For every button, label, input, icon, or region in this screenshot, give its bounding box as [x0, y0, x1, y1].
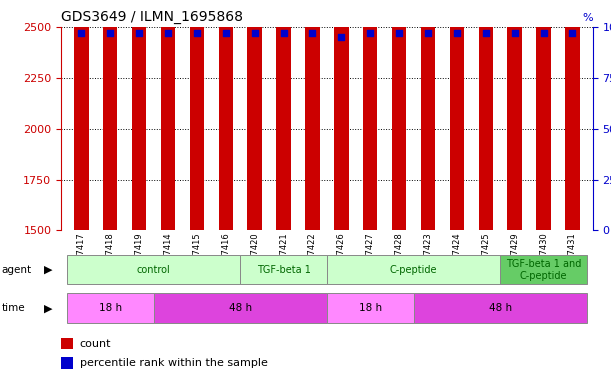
Text: GSM507431: GSM507431	[568, 233, 577, 283]
Text: GDS3649 / ILMN_1695868: GDS3649 / ILMN_1695868	[61, 10, 243, 25]
Text: GSM507422: GSM507422	[308, 233, 317, 283]
Text: agent: agent	[1, 265, 31, 275]
Point	[279, 30, 288, 36]
Point	[192, 30, 202, 36]
Text: GSM507425: GSM507425	[481, 233, 490, 283]
Bar	[67, 293, 153, 323]
Text: GSM507416: GSM507416	[221, 233, 230, 283]
Text: GSM507429: GSM507429	[510, 233, 519, 283]
Bar	[478, 0, 493, 230]
Text: GSM507424: GSM507424	[452, 233, 461, 283]
Bar	[189, 0, 204, 230]
Text: TGF-beta 1 and
C-peptide: TGF-beta 1 and C-peptide	[506, 259, 581, 281]
Bar	[421, 0, 435, 230]
Text: GSM507418: GSM507418	[106, 233, 115, 283]
Bar	[450, 0, 464, 230]
Bar	[132, 0, 146, 230]
Text: GSM507428: GSM507428	[395, 233, 404, 283]
Bar	[161, 0, 175, 230]
Point	[568, 30, 577, 36]
Bar	[536, 0, 551, 230]
Text: C-peptide: C-peptide	[390, 265, 437, 275]
Bar	[414, 293, 587, 323]
Bar	[392, 0, 406, 230]
Bar	[334, 0, 348, 230]
Text: TGF-beta 1: TGF-beta 1	[257, 265, 310, 275]
Point	[539, 30, 549, 36]
Text: 48 h: 48 h	[489, 303, 512, 313]
Text: GSM507426: GSM507426	[337, 233, 346, 283]
Point	[423, 30, 433, 36]
Bar	[247, 0, 262, 230]
Text: 18 h: 18 h	[359, 303, 382, 313]
Bar	[306, 0, 320, 230]
Text: ▶: ▶	[44, 303, 53, 313]
Bar	[219, 0, 233, 230]
Text: %: %	[582, 13, 593, 23]
Point	[134, 30, 144, 36]
Text: control: control	[137, 265, 170, 275]
Point	[481, 30, 491, 36]
Text: 18 h: 18 h	[98, 303, 122, 313]
Text: percentile rank within the sample: percentile rank within the sample	[79, 358, 268, 368]
Point	[510, 30, 519, 36]
Text: GSM507430: GSM507430	[539, 233, 548, 283]
Point	[76, 30, 86, 36]
Bar	[565, 0, 580, 230]
Text: ▶: ▶	[44, 265, 53, 275]
Text: GSM507427: GSM507427	[366, 233, 375, 283]
Point	[394, 30, 404, 36]
Text: GSM507414: GSM507414	[164, 233, 172, 283]
Text: GSM507417: GSM507417	[77, 233, 86, 283]
Bar	[327, 293, 414, 323]
Point	[307, 30, 317, 36]
Bar	[508, 0, 522, 230]
Bar	[61, 338, 73, 349]
Text: GSM507421: GSM507421	[279, 233, 288, 283]
Point	[250, 30, 260, 36]
Bar	[276, 0, 291, 230]
Bar	[327, 255, 500, 285]
Text: GSM507423: GSM507423	[423, 233, 433, 283]
Bar	[103, 0, 117, 230]
Point	[452, 30, 462, 36]
Point	[365, 30, 375, 36]
Bar	[240, 255, 327, 285]
Text: GSM507419: GSM507419	[134, 233, 144, 283]
Bar	[61, 357, 73, 369]
Bar	[67, 255, 240, 285]
Bar	[500, 255, 587, 285]
Point	[163, 30, 173, 36]
Point	[221, 30, 231, 36]
Bar	[74, 0, 89, 230]
Point	[105, 30, 115, 36]
Text: 48 h: 48 h	[229, 303, 252, 313]
Text: GSM507420: GSM507420	[250, 233, 259, 283]
Text: time: time	[1, 303, 25, 313]
Text: GSM507415: GSM507415	[192, 233, 202, 283]
Text: count: count	[79, 339, 111, 349]
Point	[337, 34, 346, 40]
Bar	[363, 0, 378, 230]
Bar	[153, 293, 327, 323]
